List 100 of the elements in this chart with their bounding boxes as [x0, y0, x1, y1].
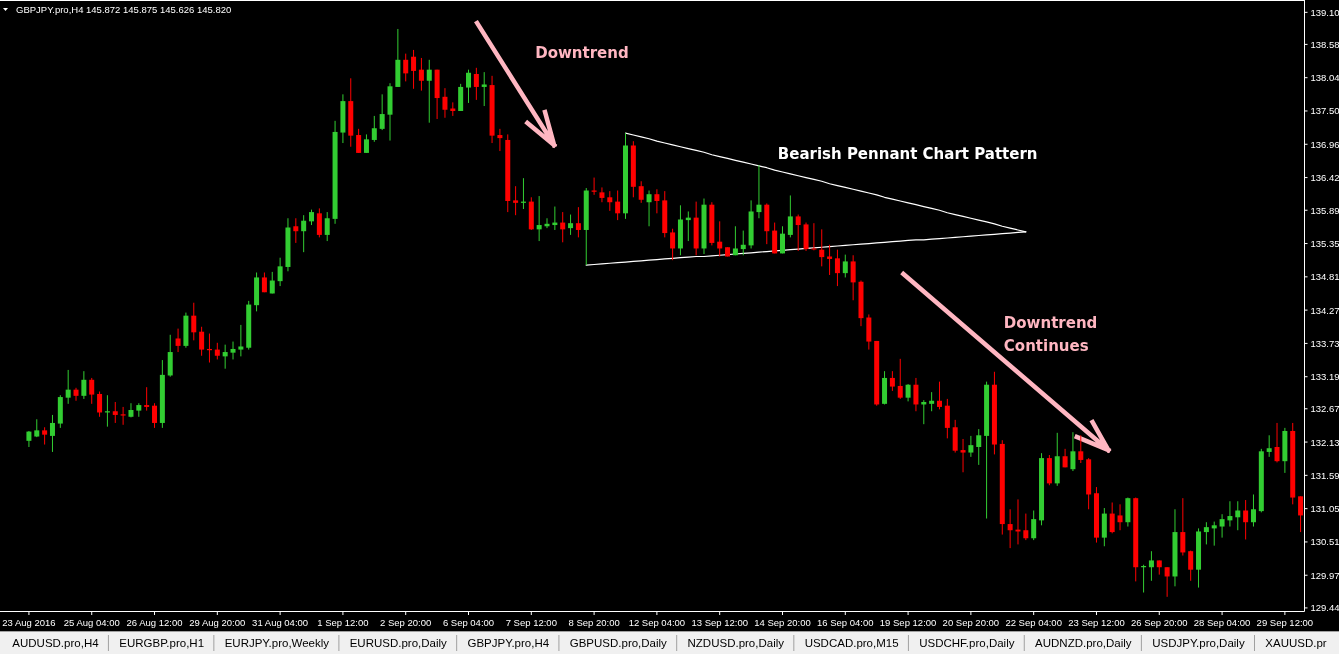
y-tick-label: 133.19 — [1310, 371, 1339, 383]
candlestick — [73, 387, 79, 402]
text: GBPUSD.pro,Daily — [569, 637, 668, 649]
candlestick — [175, 328, 181, 353]
candlestick — [536, 195, 542, 242]
candlestick — [1164, 566, 1170, 598]
annotation: Downtrend Continues — [1003, 314, 1098, 355]
y-tick-label: 131.59 — [1310, 469, 1339, 481]
text: USDCHF.pro,Daily — [919, 637, 1015, 649]
candlestick — [780, 225, 785, 254]
candlestick — [1274, 422, 1280, 463]
candlestick — [112, 401, 118, 424]
candlestick — [1007, 508, 1013, 549]
candlestick — [842, 254, 848, 278]
y-tick-label: 134.27 — [1310, 304, 1339, 316]
candlestick — [466, 69, 472, 104]
x-tick-label: 29 Aug 20:00 — [189, 616, 246, 628]
x-tick-label: 1 Sep 12:00 — [317, 616, 369, 628]
candlestick — [277, 257, 283, 287]
candlestick — [568, 214, 574, 236]
candlestick — [944, 398, 950, 439]
candlestick — [952, 419, 958, 454]
candlestick — [1031, 510, 1037, 541]
candlestick — [811, 222, 817, 251]
candlestick — [732, 225, 738, 256]
candlestick — [442, 87, 448, 119]
y-tick-label: 134.81 — [1310, 271, 1339, 283]
x-tick-label: 23 Sep 12:00 — [1068, 616, 1125, 628]
x-tick-label: 29 Sep 12:00 — [1256, 616, 1314, 628]
text: EURUSD.pro,Daily — [349, 637, 448, 649]
y-tick-label: 135.89 — [1310, 204, 1339, 216]
x-tick-label: 13 Sep 12:00 — [691, 616, 748, 628]
candlestick — [599, 186, 605, 203]
candlestick — [81, 370, 87, 400]
x-tick-label: 26 Sep 20:00 — [1131, 616, 1188, 628]
candlestick — [293, 217, 299, 244]
candlestick — [607, 190, 613, 212]
candlestick — [976, 428, 982, 466]
y-tick-label: 137.50 — [1310, 105, 1339, 117]
candlestick — [167, 334, 173, 378]
y-tick-label: 132.67 — [1310, 403, 1339, 415]
candlestick — [238, 324, 244, 357]
candlestick — [371, 115, 377, 143]
x-tick-label: 7 Sep 12:00 — [505, 616, 557, 628]
text: EURGBP.pro,H1 — [119, 637, 205, 649]
y-tick-label: 136.42 — [1310, 172, 1339, 184]
chart-title: GBPJPY.pro,H4 145.872 145.875 145.626 145.820 — [16, 3, 232, 15]
candlestick — [316, 207, 322, 238]
candlestick — [929, 391, 935, 412]
candlestick — [144, 386, 150, 412]
candlestick — [960, 438, 966, 473]
candlestick — [654, 188, 660, 214]
y-tick-label: 135.35 — [1310, 238, 1339, 250]
candlestick — [128, 402, 134, 418]
candlestick — [1188, 550, 1194, 582]
candlestick — [65, 369, 71, 405]
text: USDJPY.pro,Daily — [1152, 637, 1245, 649]
candlestick — [772, 222, 778, 254]
candlestick — [787, 194, 793, 238]
y-tick-label: 136.96 — [1310, 138, 1339, 150]
candlestick — [827, 244, 833, 276]
candlestick — [1227, 500, 1233, 528]
candlestick — [670, 228, 676, 261]
candlestick — [379, 93, 385, 131]
candlestick — [513, 185, 519, 216]
candlestick — [356, 128, 362, 154]
candlestick — [411, 49, 417, 90]
candlestick — [795, 214, 801, 252]
x-tick-label: 22 Sep 04:00 — [1005, 616, 1062, 628]
candlestick — [850, 254, 856, 301]
candlestick — [403, 53, 409, 82]
candlestick — [1250, 493, 1256, 528]
candlestick — [89, 377, 95, 405]
candlestick — [191, 302, 197, 341]
candlestick — [363, 133, 369, 154]
candlestick — [897, 358, 903, 400]
candlestick — [497, 128, 503, 152]
y-tick-label: 133.73 — [1310, 337, 1339, 349]
x-tick-label: 12 Sep 04:00 — [628, 616, 686, 628]
candlestick — [1109, 501, 1115, 534]
x-tick-label: 25 Aug 04:00 — [63, 616, 120, 628]
y-tick-label: 132.13 — [1310, 436, 1339, 448]
candlestick — [473, 67, 479, 101]
candlestick — [481, 71, 487, 107]
candlestick — [1023, 513, 1029, 541]
x-tick-label: 26 Aug 12:00 — [126, 616, 183, 628]
candlestick — [936, 381, 942, 410]
y-tick-label: 129.44 — [1310, 602, 1339, 614]
y-tick-label: 139.10 — [1310, 6, 1339, 18]
x-tick-label: 6 Sep 04:00 — [442, 616, 495, 628]
candlestick — [1117, 503, 1123, 531]
candlestick — [199, 326, 205, 357]
text: EURJPY.pro,Weekly — [224, 637, 330, 649]
candlestick — [222, 344, 228, 370]
candlestick — [646, 190, 652, 227]
x-tick-label: 16 Sep 04:00 — [817, 616, 874, 628]
candlestick — [1243, 499, 1249, 540]
candlestick — [615, 190, 621, 221]
candlestick — [1070, 431, 1076, 472]
candlestick — [1078, 434, 1084, 464]
